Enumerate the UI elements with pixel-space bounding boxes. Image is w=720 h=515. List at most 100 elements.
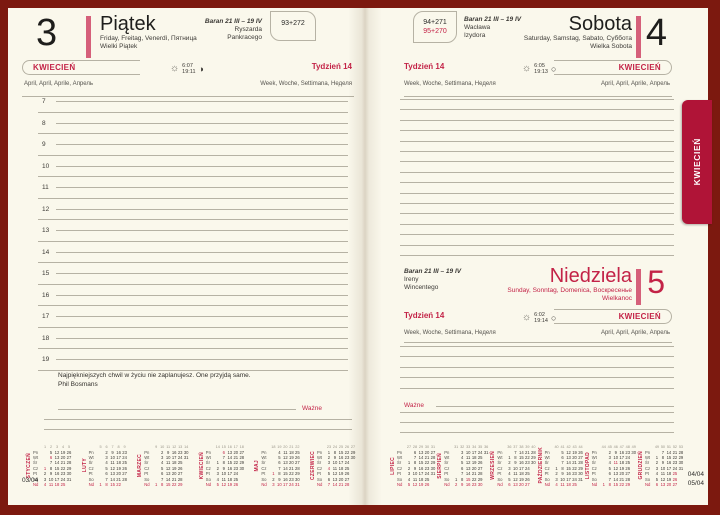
week-number-cell: 48 (625, 444, 630, 449)
mini-calendar-month-name: LISTOPAD (584, 451, 591, 480)
week-number-cell: 44 (601, 444, 606, 449)
date-cell: 11 (412, 476, 418, 482)
note-line (44, 419, 352, 420)
date-cell: 6 (222, 449, 225, 455)
date-cell: 10 (48, 476, 54, 482)
day-label-cell: Cz (316, 465, 323, 471)
sunday-note-lines (400, 412, 674, 446)
week-number-cell: 2 (49, 444, 53, 449)
week-number-cell: 5 (99, 444, 102, 449)
day-label-cell: Cz (205, 465, 211, 471)
date-cell: 24 (289, 481, 294, 487)
date-cell: 7 (327, 481, 331, 487)
date-cell: 3 (272, 481, 275, 487)
week-number-cell: 33 (466, 444, 471, 449)
date-cell: 30 (678, 460, 684, 466)
date-cell: 23 (177, 449, 183, 455)
day-label-cell: Nd (144, 481, 150, 487)
zodiac-sign: Baran 21 III – 19 IV (404, 268, 462, 275)
date-cell: 25 (344, 465, 350, 471)
hour-line: 11 (42, 184, 348, 191)
date-cell: 14 (465, 471, 471, 477)
week-number-cell: 36 (484, 444, 489, 449)
date-cell: 12 (54, 449, 60, 455)
date-cell: 17 (418, 471, 424, 477)
week-number-cell: 21 (289, 444, 294, 449)
day-accent-bar-sunday (636, 269, 641, 305)
date-cell: 21 (525, 449, 530, 455)
date-cell: 6 (561, 454, 564, 460)
mini-calendar-month-name: MARZEC (137, 453, 144, 478)
week-translations: Week, Woche, Settimana, Неделя (260, 81, 352, 87)
mini-calendar-month-name: MAJ (254, 459, 261, 472)
mini-calendar-grid: 27 28 29 30 31 Pn 6 13 20 27 Wt 7 14 21 28 Śr 1 8 15 22 29 Cz… (397, 444, 436, 487)
date-cell: 29 (578, 465, 583, 471)
hour-number: 19 (42, 356, 50, 363)
date-cell: 28 (344, 481, 350, 487)
ruled-line (400, 377, 674, 379)
mini-calendar: CZERWIEC2324252627Pn18152229Wt29162330Śr… (310, 444, 356, 487)
date-cell: 26 (672, 476, 678, 482)
day-label-cell: Śr (144, 460, 149, 466)
date-cell: 24 (572, 476, 577, 482)
day-label-cell: So (144, 476, 150, 482)
date-cell: 20 (666, 481, 672, 487)
date-cell: 2 (272, 476, 275, 482)
day-label-cell: Cz (497, 465, 503, 471)
hour-number: 18 (42, 334, 50, 342)
date-cell: 1 (508, 454, 511, 460)
date-cell: 29 (239, 460, 245, 466)
header-divider (404, 96, 672, 97)
date-cell: 5 (49, 449, 53, 455)
date-cell: 27 (525, 481, 530, 487)
day-label-cell: Wt (144, 454, 150, 460)
hour-line: 14 (42, 249, 348, 256)
date-cell: 14 (283, 465, 288, 471)
date-cell: 4 (655, 471, 659, 477)
week-number: Tydzień 14 (404, 311, 445, 320)
date-cell: 11 (560, 481, 565, 487)
date-cell: 18 (566, 481, 571, 487)
date-cell: 28 (430, 454, 436, 460)
half-hour-line (38, 219, 348, 221)
date-cell: 7 (514, 449, 517, 455)
date-cell: 20 (519, 481, 524, 487)
date-cell: 12 (332, 471, 338, 477)
date-cell: 19 (519, 476, 524, 482)
week-number-cell: 31 (430, 444, 436, 449)
date-cell: 17 (566, 476, 571, 482)
date-cell: 27 (66, 454, 72, 460)
date-cell: 27 (122, 471, 127, 477)
date-cell: 26 (477, 460, 483, 466)
hour-line: 13 (42, 227, 348, 234)
date-cell: 13 (165, 471, 171, 477)
mini-calendar: WRZESIEŃ 36 37 38 39 40 Pn 7 14 21 28 Wt 1 8 15 22 29 Śr 2… (490, 444, 536, 487)
date-cell: 18 (519, 471, 524, 477)
mini-calendar-grid: 1 2 3 4 5 Pn 5 12 19 26 Wt 6 13 20 27 Śr 7 14 21 28 Cz 1 8 15 22… (33, 444, 72, 487)
day-title-block-sunday: Niedziela Sunday, Sonntag, Domenica, Вос… (507, 266, 632, 303)
date-cell: 18 (116, 460, 121, 466)
date-cell: 13 (513, 481, 518, 487)
week-number-cell: 32 (460, 444, 465, 449)
date-cell: 18 (289, 449, 294, 455)
half-hour-line (38, 283, 348, 285)
mini-calendar-grid: 9 10 11 12 13 14 Pn 2 9 16 23 30 Wt 3 10 17 24 31 Śr 4 11 18 2… (144, 444, 189, 487)
date-cell: 4 (216, 476, 219, 482)
date-cell: 26 (525, 476, 530, 482)
week-number-cell: 53 (678, 444, 684, 449)
week-number-cell: 27 (406, 444, 412, 449)
date-cell: 1 (99, 481, 102, 487)
date-cell: 7 (413, 454, 417, 460)
day-label-cell: Wt (397, 454, 403, 460)
date-cell: 9 (514, 460, 517, 466)
month-name: KWIECIEŃ (33, 63, 76, 72)
date-cell: 16 (54, 471, 60, 477)
day-label-cell: Cz (444, 465, 450, 471)
date-cell: 12 (165, 465, 171, 471)
date-cell: 21 (424, 454, 430, 460)
date-cell: 5 (161, 465, 164, 471)
date-cell: 2 (555, 471, 558, 477)
day-label-cell: So (261, 476, 267, 482)
day-label-cell: Śr (205, 460, 210, 466)
date-cell: 7 (49, 460, 53, 466)
